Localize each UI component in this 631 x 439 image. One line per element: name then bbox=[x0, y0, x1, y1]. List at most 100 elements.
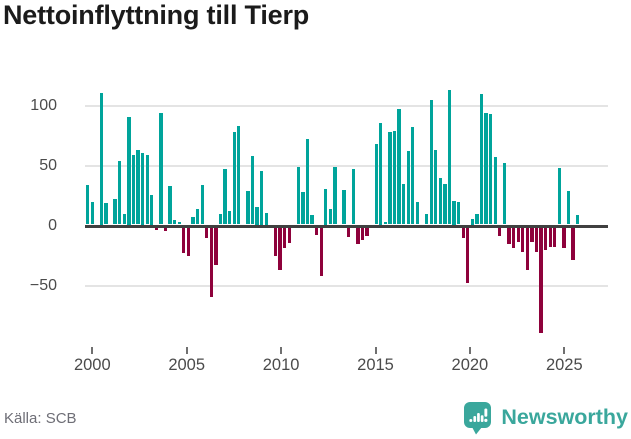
x-tick-mark bbox=[468, 347, 471, 354]
bar-2009Q2 bbox=[255, 206, 259, 225]
bar-2025Q4 bbox=[557, 168, 562, 225]
bar-2001Q1 bbox=[104, 202, 108, 225]
bar-2003Q2 bbox=[145, 154, 149, 225]
bar-2015Q2 bbox=[365, 227, 369, 236]
bar-2005Q4 bbox=[191, 217, 195, 225]
bar-2017Q4 bbox=[411, 127, 415, 225]
bar-2004Q1 bbox=[159, 112, 163, 225]
newsworthy-logo[interactable]: Newsworthy bbox=[463, 399, 628, 435]
bar-2024Q2 bbox=[530, 227, 534, 242]
bar-2006Q3 bbox=[205, 227, 209, 239]
bar-2016Q1 bbox=[379, 122, 383, 225]
bar-2026Q2 bbox=[566, 190, 571, 225]
newsworthy-icon bbox=[463, 399, 494, 435]
bar-2021Q3 bbox=[479, 93, 484, 225]
bar-2001Q4 bbox=[118, 160, 122, 225]
bar-2007Q3 bbox=[223, 169, 227, 225]
bar-2011Q4 bbox=[301, 192, 305, 225]
x-tick-label: 2015 bbox=[357, 356, 394, 374]
bar-2021Q4 bbox=[484, 112, 488, 225]
bar-2022Q4 bbox=[502, 163, 507, 225]
bar-2010Q3 bbox=[278, 227, 282, 270]
bar-2018Q4 bbox=[429, 99, 433, 225]
bar-2010Q2 bbox=[273, 227, 278, 257]
gridline bbox=[85, 165, 608, 167]
bar-2008Q2 bbox=[237, 126, 241, 225]
bar-2003Q4 bbox=[154, 227, 158, 230]
bar-2019Q2 bbox=[438, 177, 442, 225]
bar-2016Q4 bbox=[392, 130, 397, 225]
bar-2019Q3 bbox=[443, 183, 447, 225]
bar-2006Q2 bbox=[200, 184, 204, 225]
bar-2022Q2 bbox=[493, 157, 497, 225]
bar-2013Q1 bbox=[324, 188, 328, 225]
bar-2022Q3 bbox=[498, 227, 502, 236]
bar-2004Q2 bbox=[163, 227, 168, 232]
bar-2007Q4 bbox=[227, 211, 232, 225]
bar-2015Q1 bbox=[360, 227, 365, 240]
y-tick-label: −50 bbox=[29, 277, 57, 294]
bar-2000Q1 bbox=[86, 184, 90, 225]
bar-2004Q4 bbox=[173, 219, 177, 225]
bar-2019Q4 bbox=[447, 90, 452, 225]
y-tick-label: 0 bbox=[48, 217, 57, 234]
bar-2014Q2 bbox=[347, 227, 351, 238]
x-axis-zero-line bbox=[85, 224, 608, 228]
bar-2024Q1 bbox=[525, 227, 529, 270]
y-tick-label: 50 bbox=[39, 157, 57, 174]
bar-2012Q2 bbox=[310, 214, 314, 225]
bar-2018Q1 bbox=[415, 201, 420, 225]
bar-2011Q3 bbox=[296, 166, 300, 225]
bar-2023Q2 bbox=[511, 227, 516, 248]
bar-2009Q1 bbox=[250, 156, 255, 225]
bar-2010Q4 bbox=[282, 227, 287, 248]
bar-2025Q2 bbox=[548, 227, 552, 247]
x-tick-label: 2025 bbox=[545, 356, 583, 374]
newsworthy-wordmark: Newsworthy bbox=[501, 405, 628, 429]
bar-2001Q3 bbox=[113, 199, 117, 225]
bar-2002Q3 bbox=[131, 154, 136, 225]
bar-2009Q3 bbox=[260, 170, 264, 225]
bar-2003Q1 bbox=[140, 152, 145, 225]
bar-2019Q1 bbox=[434, 150, 438, 225]
bar-2009Q4 bbox=[264, 212, 268, 225]
bar-2008Q1 bbox=[232, 132, 236, 225]
bar-2026Q3 bbox=[571, 227, 575, 260]
bar-2007Q2 bbox=[218, 213, 223, 225]
bar-2014Q4 bbox=[356, 227, 360, 245]
bar-2023Q3 bbox=[516, 227, 520, 242]
bar-2002Q4 bbox=[136, 150, 140, 225]
bar-2006Q1 bbox=[195, 208, 200, 225]
x-tick-label: 2020 bbox=[451, 356, 489, 374]
bar-2021Q1 bbox=[470, 218, 475, 225]
bar-2023Q1 bbox=[507, 227, 511, 245]
x-tick-mark bbox=[91, 347, 94, 354]
x-tick-mark bbox=[185, 347, 188, 354]
bar-2017Q3 bbox=[406, 151, 410, 225]
bar-2020Q2 bbox=[456, 201, 461, 225]
x-tick-label: 2005 bbox=[168, 356, 206, 374]
bar-2005Q2 bbox=[182, 227, 186, 253]
bar-2025Q1 bbox=[544, 227, 548, 251]
x-tick-mark bbox=[563, 347, 566, 354]
bar-2016Q3 bbox=[388, 132, 392, 225]
bar-2011Q1 bbox=[287, 227, 291, 244]
bar-2012Q3 bbox=[315, 227, 319, 235]
bar-2017Q2 bbox=[402, 183, 406, 225]
bar-2021Q2 bbox=[475, 213, 479, 225]
x-tick-label: 2010 bbox=[262, 356, 300, 374]
bar-2017Q1 bbox=[397, 109, 401, 225]
bar-2013Q2 bbox=[328, 208, 333, 225]
bar-2000Q2 bbox=[90, 201, 94, 225]
gridline bbox=[85, 285, 608, 287]
bar-2016Q2 bbox=[383, 222, 387, 225]
bar-2026Q4 bbox=[576, 214, 580, 225]
x-tick-mark bbox=[374, 347, 377, 354]
bar-2014Q3 bbox=[351, 169, 355, 225]
x-tick-mark bbox=[280, 347, 283, 354]
bar-2026Q1 bbox=[562, 227, 566, 248]
bar-2020Q3 bbox=[461, 227, 465, 239]
bar-2003Q3 bbox=[150, 194, 154, 225]
bar-2005Q1 bbox=[177, 222, 181, 225]
